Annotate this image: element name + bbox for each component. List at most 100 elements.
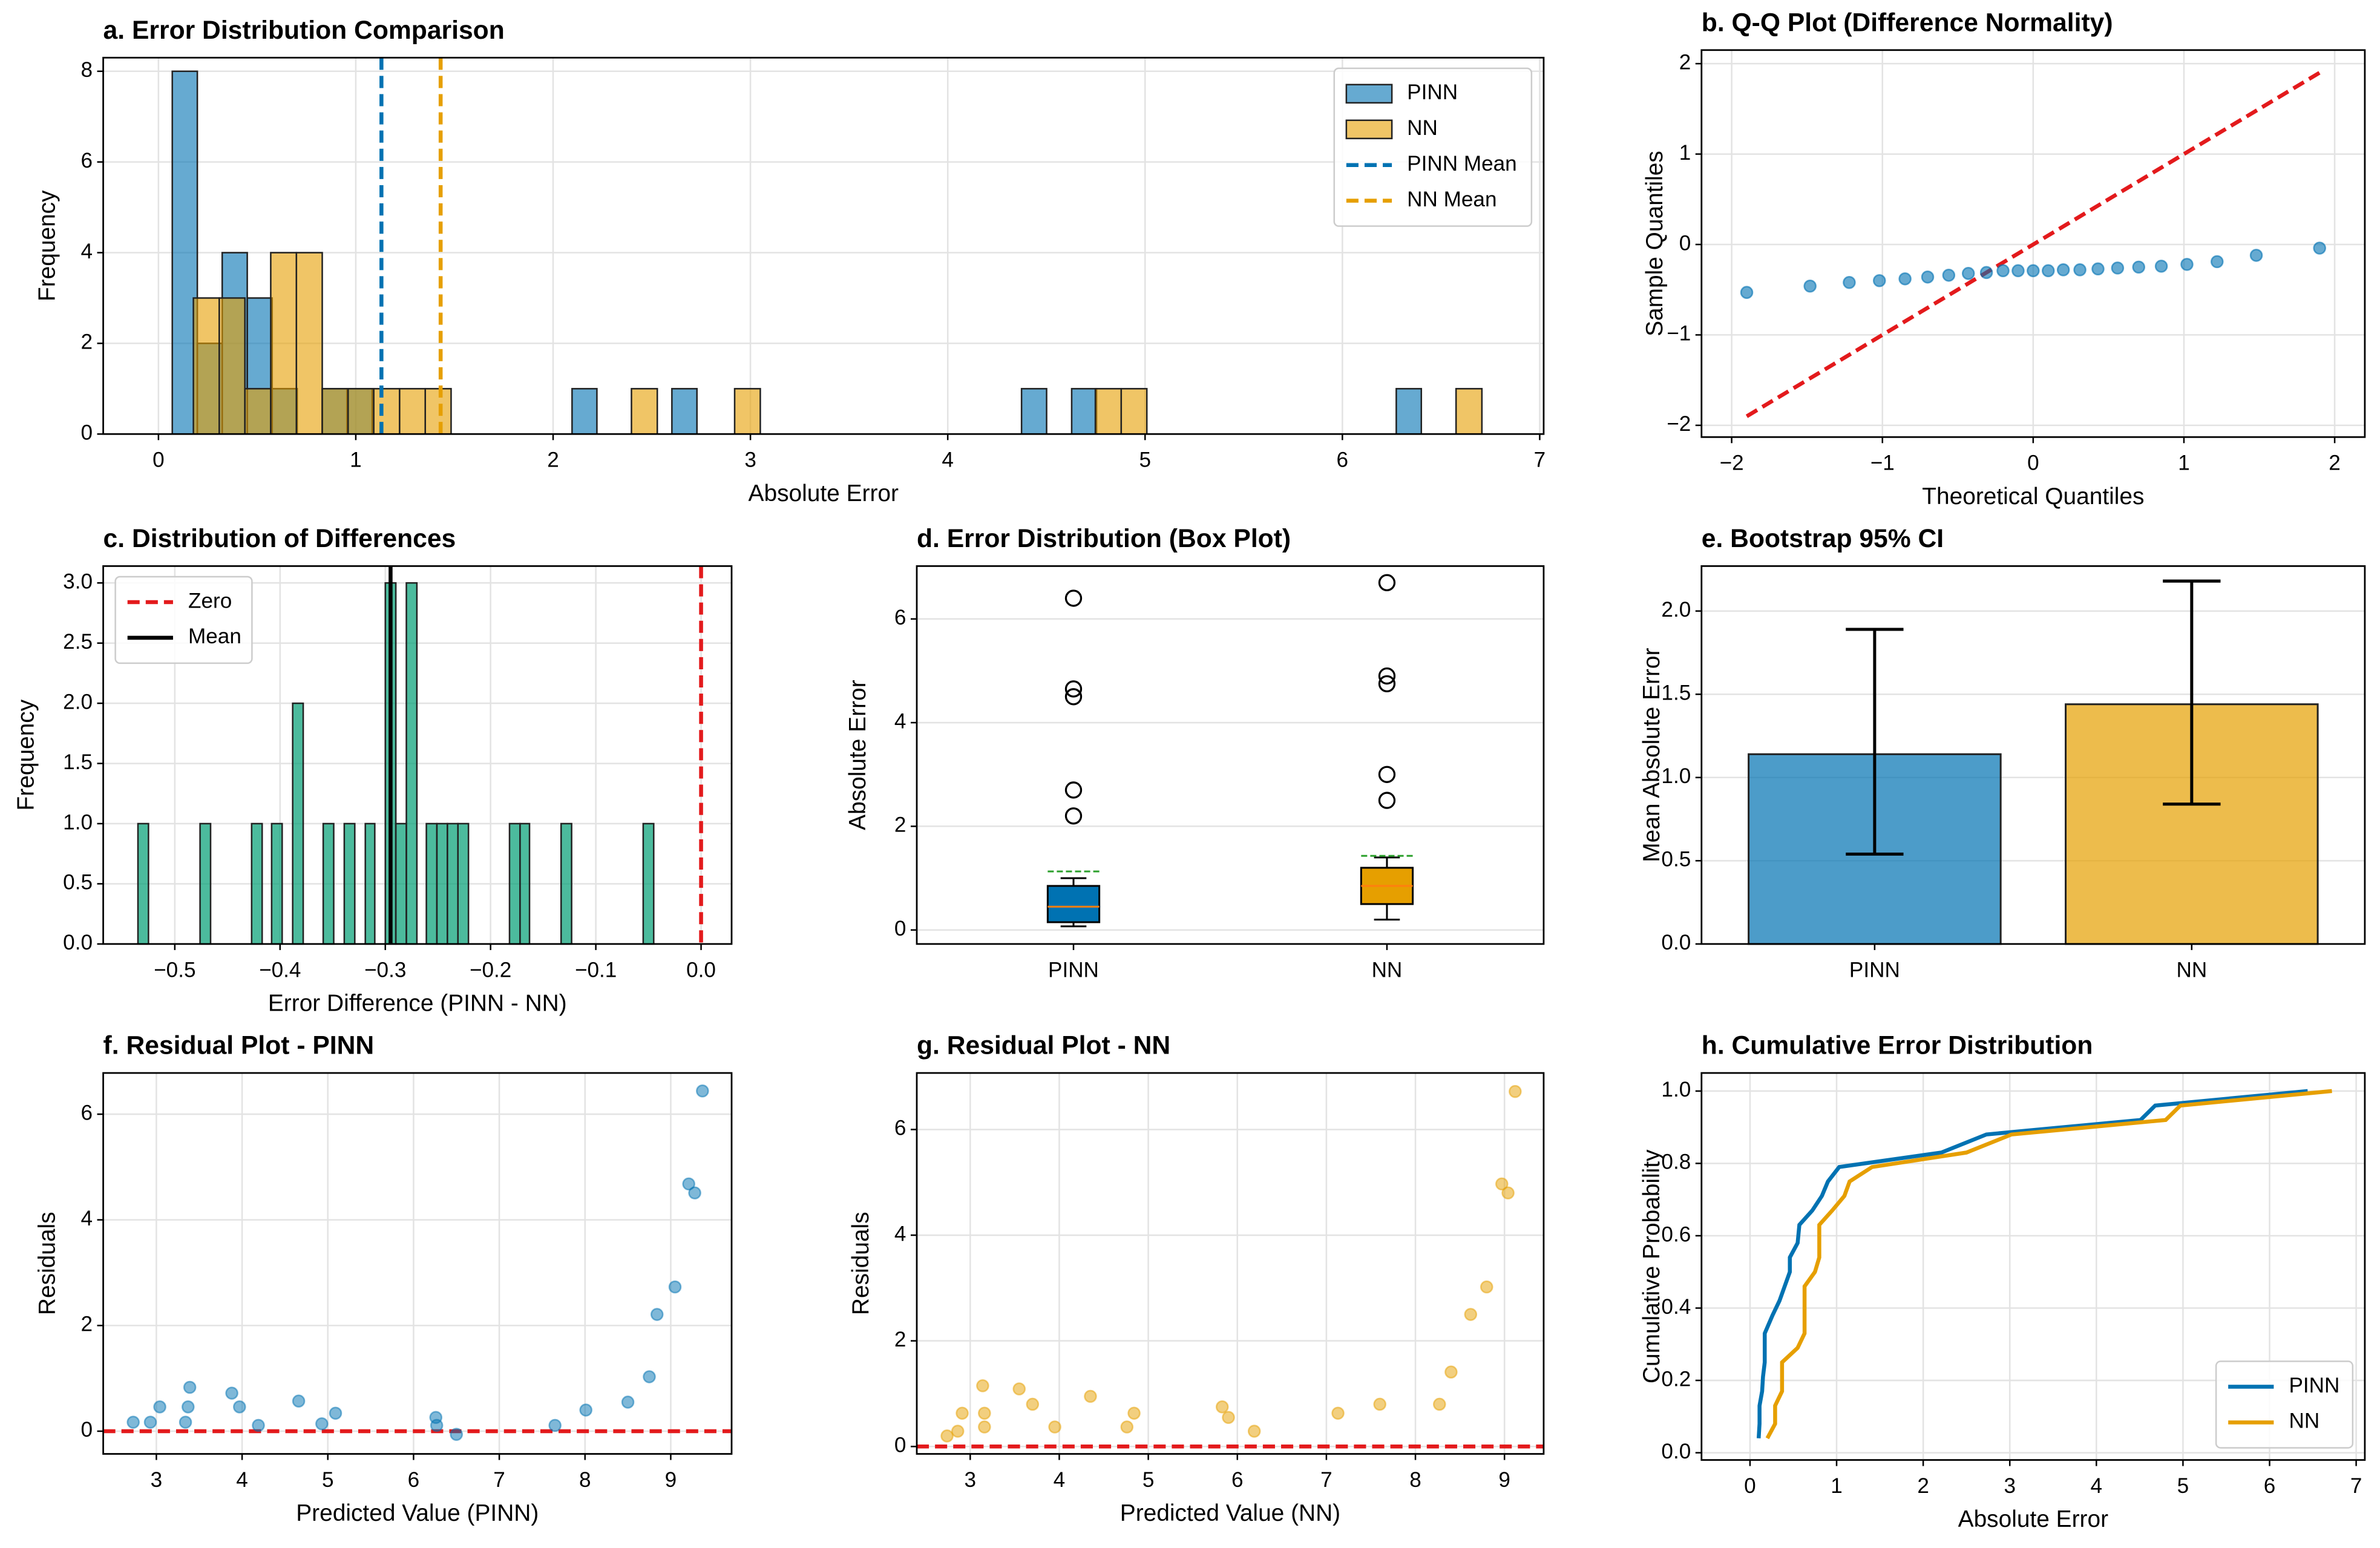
y-axis-label: Sample Quantiles: [1642, 151, 1668, 336]
x-tick-label: 4: [236, 1468, 248, 1492]
x-tick-label: 8: [1409, 1468, 1421, 1492]
histogram-bar: [1120, 388, 1148, 435]
histogram-bar: [322, 822, 335, 945]
histogram-bar: [292, 702, 304, 945]
y-tick-label: 6: [894, 1117, 906, 1140]
scatter-point: [2313, 241, 2326, 255]
y-tick-label: −1: [1667, 322, 1691, 346]
scatter-point: [2056, 263, 2070, 277]
plot-frame: [1700, 49, 2366, 438]
x-axis-label: Predicted Value (PINN): [296, 1500, 539, 1526]
chart-title: h. Cumulative Error Distribution: [1702, 1031, 2093, 1060]
scatter-point: [621, 1395, 635, 1409]
box: [1046, 885, 1101, 923]
y-tick-label: 6: [894, 606, 906, 629]
x-tick-label: PINN: [1849, 958, 1900, 982]
scatter-point: [2027, 264, 2040, 278]
x-tick-label: 4: [2091, 1474, 2103, 1498]
plot-frame: [916, 565, 1545, 945]
x-tick-label: NN: [2176, 958, 2207, 982]
outlier: [1064, 589, 1083, 607]
plot-background: [917, 566, 1544, 944]
x-tick-label: 4: [942, 448, 954, 472]
y-tick-label: 4: [894, 709, 906, 733]
scatter-point: [1048, 1420, 1061, 1434]
scatter-point: [1222, 1411, 1235, 1425]
y-tick-label: 1.0: [1661, 1078, 1691, 1101]
y-tick-label: 2: [80, 1313, 93, 1336]
x-axis-label: Predicted Value (NN): [1120, 1500, 1340, 1526]
y-tick-label: 4: [80, 1207, 93, 1230]
x-tick-label: 3: [744, 448, 756, 472]
x-tick-label: 4: [1054, 1468, 1066, 1492]
scatter-point: [1843, 275, 1856, 289]
scatter-point: [650, 1308, 664, 1321]
y-tick-label: 0: [80, 421, 93, 445]
x-tick-label: 5: [1139, 448, 1151, 472]
x-tick-label: 3: [151, 1468, 163, 1492]
scatter-point: [1373, 1397, 1386, 1411]
x-tick-label: 0: [2027, 451, 2039, 475]
outlier: [1378, 667, 1396, 685]
y-axis-label: Residuals: [34, 1212, 61, 1315]
y-tick-label: 0.0: [1661, 931, 1691, 954]
x-tick-label: 8: [579, 1468, 591, 1492]
plot-frame: [1700, 565, 2366, 945]
scatter-point: [1495, 1177, 1509, 1191]
x-tick-label: 5: [322, 1468, 334, 1492]
y-tick-label: 0: [80, 1418, 93, 1441]
chart-title: b. Q-Q Plot (Difference Normality): [1702, 8, 2113, 37]
histogram-bar: [364, 822, 376, 945]
chart-title: g. Residual Plot - NN: [917, 1031, 1170, 1060]
histogram-bar: [671, 388, 698, 435]
histogram-bar: [1094, 388, 1123, 435]
y-tick-label: 6: [80, 1101, 93, 1124]
x-tick-label: −0.1: [575, 958, 617, 982]
x-tick-label: 3: [2004, 1474, 2016, 1498]
histogram-bar: [571, 388, 598, 435]
y-axis-label: Mean Absolute Error: [1639, 648, 1665, 862]
y-tick-label: 0.2: [1661, 1367, 1691, 1391]
histogram-bar: [270, 822, 283, 945]
x-tick-label: 6: [1337, 448, 1349, 472]
scatter-point: [1247, 1425, 1261, 1438]
histogram-bar: [519, 822, 531, 945]
outlier: [1378, 574, 1396, 592]
histogram-bar: [1455, 388, 1483, 435]
scatter-point: [225, 1386, 238, 1400]
outlier: [1378, 675, 1396, 693]
scatter-point: [682, 1177, 695, 1191]
scatter-point: [143, 1415, 157, 1429]
scatter-point: [450, 1428, 464, 1441]
y-axis-label: Frequency: [34, 190, 61, 301]
x-tick-label: −0.3: [364, 958, 406, 982]
x-tick-label: −0.4: [259, 958, 301, 982]
legend-label: NN: [1407, 116, 1438, 140]
y-tick-label: 2.0: [1661, 598, 1691, 621]
y-tick-label: 0: [894, 917, 906, 940]
scatter-point: [1942, 269, 1956, 282]
histogram-bar: [347, 388, 375, 435]
scatter-point: [2132, 260, 2146, 274]
y-axis-label: Frequency: [13, 699, 39, 810]
scatter-point: [2210, 255, 2224, 269]
y-tick-label: 4: [80, 240, 93, 263]
plot-frame: [102, 1072, 733, 1455]
scatter-point: [1464, 1308, 1478, 1321]
histogram-bar: [395, 822, 407, 945]
scatter-point: [976, 1379, 989, 1392]
scatter-point: [1432, 1397, 1446, 1411]
x-tick-label: 1: [1831, 1474, 1843, 1498]
histogram-bar: [631, 388, 658, 435]
y-tick-label: 1.5: [1661, 681, 1691, 705]
y-tick-label: 1.0: [63, 810, 93, 834]
outlier: [1064, 807, 1083, 825]
y-tick-label: 8: [80, 58, 93, 82]
outlier: [1378, 792, 1396, 809]
line: [1756, 1089, 2308, 1438]
y-tick-label: 2: [80, 330, 93, 354]
scatter-point: [1444, 1365, 1458, 1379]
scatter-point: [1120, 1420, 1134, 1434]
legend-box: [2215, 1360, 2354, 1449]
scatter-point: [2091, 262, 2105, 276]
